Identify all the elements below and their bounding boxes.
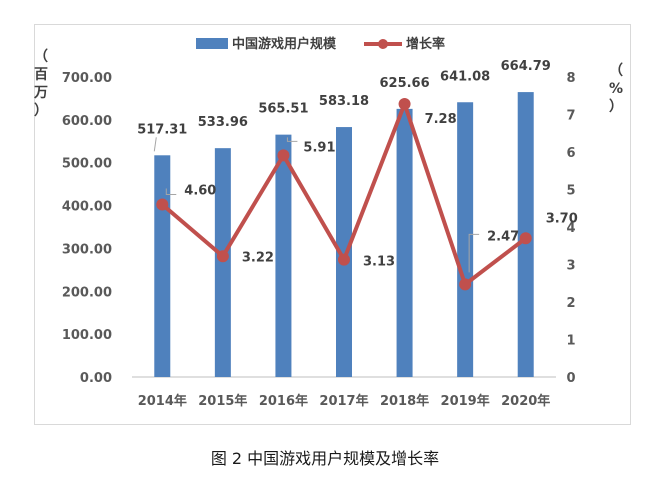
y-left-tick-label: 500.00 [62,157,112,172]
y-left-tick-label: 100.00 [62,328,112,343]
y-left-tick-label: 700.00 [62,71,112,86]
y-right-tick-label: 0 [566,371,575,386]
y-left-tick-label: 600.00 [62,114,112,129]
bar-data-label: 641.08 [440,69,490,84]
legend-label-line: 增长率 [406,36,445,52]
x-axis: 2014年 2015年 2016年 2017年 2018年 2019年 2020年 [138,393,551,409]
axis-unit-char: % [609,81,623,97]
leader-line [468,233,480,273]
line-data-label: 2.47 [487,229,519,244]
line-point [459,278,472,291]
bar [154,155,171,377]
chart: 中国游戏用户规模 增长率 （百万） （%） 0.00100.00200.00300… [33,24,631,425]
x-tick-label: 2017年 [319,393,368,409]
legend-label-bar: 中国游戏用户规模 [232,36,337,52]
y-axis-right-label: （% ） [609,63,623,115]
axis-unit-char: ） [609,99,623,115]
bar [275,134,292,377]
y-axis-left-label: （ 百万 ） [33,49,48,119]
x-tick-label: 2014年 [138,393,187,409]
bar [214,148,231,377]
bar-data-label: 565.51 [258,102,308,117]
line-series [156,98,532,291]
axis-unit-char: 万 [33,85,48,101]
line-point [338,253,350,266]
line-point [519,232,532,245]
y-left-tick-label: 200.00 [62,285,112,300]
y-axis-right: 0 1 2 3 4 5 6 7 8 [566,71,575,386]
y-axis-left: 0.00 100.00 200.00 300.00 400.00 500.00 600.00… [62,71,112,386]
line-point [398,98,411,110]
x-tick-label: 2015年 [198,393,247,409]
axis-unit-char: ） [34,103,48,119]
y-right-tick-label: 8 [566,71,575,86]
line-data-label: 5.91 [303,140,335,155]
bar-data-label: 517.31 [137,122,187,137]
legend-swatch-marker [378,39,388,49]
bar-data-label: 583.18 [319,94,369,109]
figure-caption: 图 2 中国游戏用户规模及增长率 [210,449,440,468]
y-right-tick-label: 1 [566,334,575,349]
line-data-label: 3.22 [242,250,274,265]
line-data-label: 7.28 [425,112,457,127]
bar-data-label: 625.66 [379,76,429,91]
axis-unit-char: （ [34,49,48,65]
axis-unit-char: 百 [34,67,48,83]
y-right-tick-label: 3 [566,259,575,274]
bar-data-label: 533.96 [198,115,248,130]
x-tick-label: 2020年 [501,393,550,409]
line-point [156,198,169,211]
x-tick-label: 2016年 [259,393,308,409]
leader-line [153,137,157,152]
bar [396,108,413,378]
line-data-label: 3.70 [546,211,578,226]
bar [336,127,352,378]
y-right-tick-label: 5 [566,184,575,199]
y-left-tick-label: 0.00 [80,371,112,386]
y-left-tick-label: 300.00 [62,242,112,257]
y-left-tick-label: 400.00 [62,200,112,215]
line-point [277,149,290,162]
chart-frame [34,24,631,425]
legend-swatch-bar [196,38,228,49]
leader-line [286,137,298,142]
y-right-tick-label: 4 [566,221,575,236]
y-right-tick-label: 7 [566,109,575,124]
legend: 中国游戏用户规模 增长率 [196,36,445,52]
bar [457,102,474,377]
x-tick-label: 2019年 [441,393,490,409]
y-right-tick-label: 6 [566,146,575,161]
line-point [216,250,229,263]
line-data-label: 4.60 [184,184,216,199]
line-data-labels: 4.60 3.22 5.91 3.13 7.28 2.47 3.70 [165,112,578,273]
axis-unit-char: （ [609,63,623,79]
y-right-tick-label: 2 [566,296,575,311]
leader-line [165,188,177,195]
x-tick-label: 2018年 [380,393,429,409]
line-data-label: 3.13 [363,255,395,270]
bar-data-label: 664.79 [501,59,551,74]
bar-data-labels: 517.31 533.96 565.51 583.18 625.66 641.08 664.… [137,59,551,152]
